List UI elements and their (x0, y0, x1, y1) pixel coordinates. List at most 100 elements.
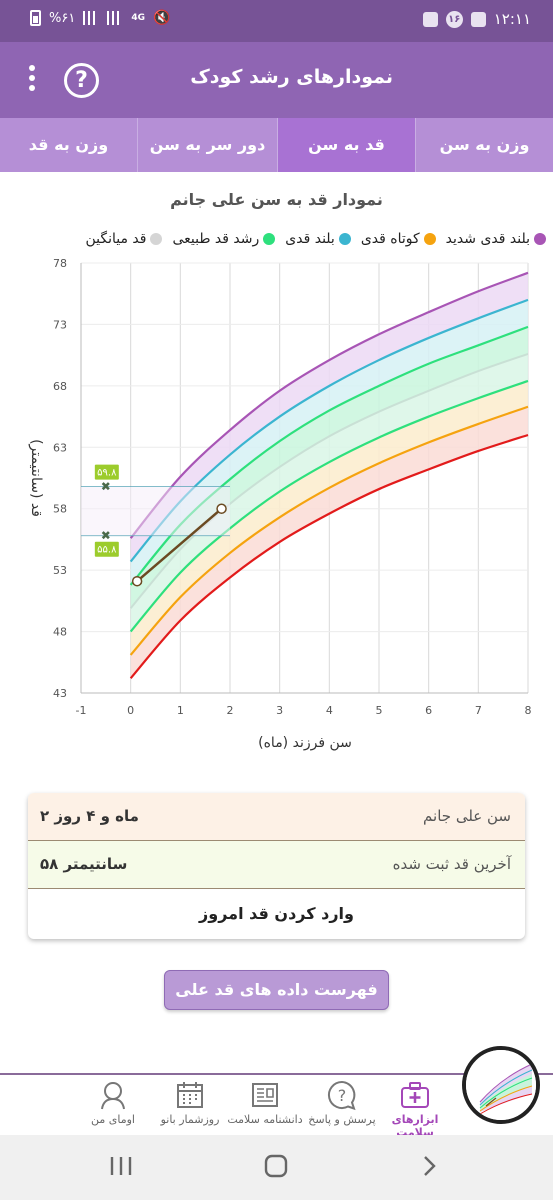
child-growth-line (136, 507, 223, 583)
legend-dot (534, 233, 546, 245)
y-tick-label: 73 (53, 318, 67, 331)
chart-legend: بلند قدی شدید کوتاه قدی بلند قدی رشد قد … (8, 231, 546, 247)
range-lower-marker: ✖ (101, 529, 111, 543)
legend-label: رشد قد طبیعی (172, 231, 260, 247)
range-upper-marker: ✖ (101, 480, 111, 494)
height-label: آخرین قد ثبت شده (392, 855, 511, 873)
tab-height-age[interactable]: قد به سن (277, 118, 415, 172)
nav-label: روزشمار بانو (160, 1113, 220, 1126)
percentile-band (130, 353, 529, 632)
legend-item: کوتاه قدی (361, 231, 436, 247)
battery-icon (30, 10, 41, 26)
legend-dot (263, 233, 276, 245)
mute-icon: 🔇 (152, 10, 171, 26)
nav-my-profile[interactable]: اومای من (70, 1079, 156, 1126)
page-title: نمودارهای رشد کودک (190, 66, 393, 88)
growth-chart[interactable]: -1 0 1 2 3 4 5 6 7 84348535863687378✖✖۵۹.۸۵۵.۸سن … (0, 252, 553, 762)
x-axis-title: سن فرزند (ماه) (258, 735, 352, 751)
svg-text:?: ? (338, 1086, 347, 1105)
height-row: آخرین قد ثبت شده ۵۸ سانتیمتر (28, 841, 525, 889)
status-right: ۱۶ ۱۲:۱۱ (422, 10, 531, 28)
age-value: ۲ ماه و ۴ روز (40, 807, 139, 825)
age-row: سن علی جانم ۲ ماه و ۴ روز (28, 793, 525, 841)
range-highlight (81, 486, 230, 536)
signal-icon-2 (107, 11, 124, 25)
percentile-band (130, 380, 529, 655)
nav-label: پرسش و پاسخ (308, 1113, 376, 1126)
chart-thumbnail-icon (466, 1050, 536, 1120)
info-card: سن علی جانم ۲ ماه و ۴ روز آخرین قد ثبت ش… (28, 793, 525, 939)
y-tick-label: 43 (53, 687, 67, 700)
tab-head-age[interactable]: دور سر به سن (137, 118, 277, 172)
status-bar: %۶۱ 4G 🔇 ۱۶ ۱۲:۱۱ (0, 0, 553, 42)
kebab-menu-icon[interactable] (22, 62, 42, 100)
age-label: سن علی جانم (423, 807, 511, 825)
percentile-band (130, 406, 529, 679)
x-tick-label: 8 (525, 704, 532, 717)
question-circle-icon[interactable]: ? (64, 63, 99, 98)
percentile-band (130, 299, 529, 585)
y-tick-label: 48 (53, 626, 67, 639)
battery-level: %۶۱ (49, 10, 76, 26)
back-icon[interactable] (420, 1151, 440, 1181)
bottom-nav: ابزارهای سلامت ? پرسش و پاسخ دانشنامه سل… (0, 1073, 553, 1139)
image-icon (470, 11, 486, 27)
legend-item: بلند قدی (285, 231, 351, 247)
percentile-line (129, 352, 529, 609)
medical-kit-icon (401, 1082, 429, 1108)
signal-icon (83, 11, 100, 25)
x-tick-label: 3 (276, 704, 283, 717)
child-measurement-point (216, 503, 227, 514)
chart-tabs: وزن به سن قد به سن دور سر به سن وزن به ق… (0, 118, 553, 172)
x-tick-label: 4 (326, 704, 333, 717)
x-tick-label: -1 (76, 704, 87, 717)
percentile-line (129, 433, 529, 679)
x-tick-label: 7 (475, 704, 482, 717)
legend-label: بلند قدی شدید (445, 231, 530, 247)
x-tick-label: 0 (127, 704, 134, 717)
notification-count: ۱۶ (445, 10, 463, 28)
recent-apps-icon[interactable] (108, 1151, 134, 1181)
y-axis-title: قد (سانتیمتر) (28, 439, 44, 517)
x-tick-label: 2 (227, 704, 234, 717)
height-value: ۵۸ سانتیمتر (40, 855, 128, 873)
nav-qa[interactable]: ? پرسش و پاسخ (298, 1079, 386, 1126)
legend-dot (423, 233, 436, 245)
percentile-band (130, 272, 529, 562)
home-icon[interactable] (262, 1151, 292, 1181)
profile-woman-icon (101, 1082, 125, 1110)
y-tick-label: 53 (53, 564, 67, 577)
percentile-line (129, 379, 529, 633)
nav-encyclopedia[interactable]: دانشنامه سلامت (222, 1079, 308, 1126)
tab-weight-height[interactable]: وزن به قد (28, 135, 109, 154)
range-lower-label: ۵۵.۸ (97, 545, 117, 556)
legend-dot (150, 233, 163, 245)
encyclopedia-icon (252, 1083, 278, 1107)
y-tick-label: 63 (53, 441, 67, 454)
legend-label: کوتاه قدی (360, 231, 420, 247)
x-tick-label: 5 (376, 704, 383, 717)
system-navigation-bar (0, 1135, 553, 1200)
y-tick-label: 78 (53, 257, 67, 270)
percentile-line (129, 271, 529, 539)
nav-calendar[interactable]: روزشمار بانو (150, 1079, 230, 1126)
tab-weight-age[interactable]: وزن به سن (415, 118, 553, 172)
calendar-icon (177, 1082, 203, 1108)
nav-label: اومای من (91, 1113, 135, 1126)
y-tick-label: 58 (53, 503, 67, 516)
range-lower-label-bg (94, 541, 119, 557)
range-upper-label-bg (94, 464, 119, 480)
y-tick-label: 68 (53, 380, 67, 393)
chart-thumbnail-button[interactable] (462, 1046, 540, 1124)
chart-title: نمودار قد به سن علی جانم (170, 190, 383, 209)
range-upper-label: ۵۹.۸ (97, 468, 117, 479)
status-left: %۶۱ 4G 🔇 (30, 10, 170, 26)
legend-label: بلند قدی (285, 231, 335, 247)
percentile-line (129, 405, 529, 656)
check-icon (422, 11, 438, 27)
enter-today-height-button[interactable]: وارد کردن قد امروز (199, 904, 354, 923)
height-data-list-button[interactable]: فهرست داده های قد علی جانم (164, 970, 389, 1037)
legend-item: بلند قدی شدید (446, 231, 546, 247)
network-type: 4G (131, 13, 145, 23)
x-tick-label: 1 (177, 704, 184, 717)
